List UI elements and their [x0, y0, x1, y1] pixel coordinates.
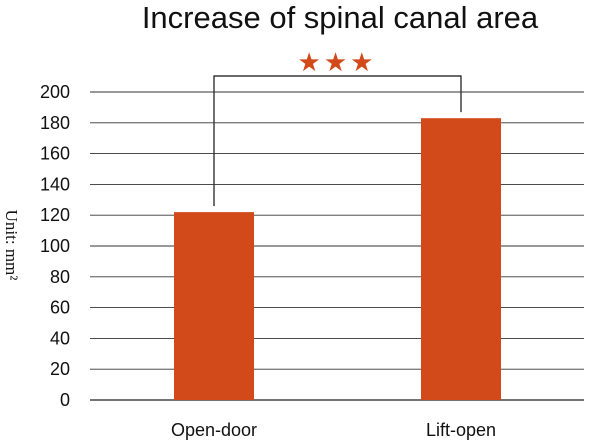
- y-tick-label: 120: [40, 205, 70, 225]
- bar-lift-open: [421, 118, 501, 401]
- y-tick-label: 0: [60, 390, 70, 410]
- y-tick-label: 80: [50, 267, 70, 287]
- y-tick-label: 20: [50, 359, 70, 379]
- y-tick-label: 200: [40, 82, 70, 102]
- x-tick-label: Lift-open: [426, 420, 496, 440]
- chart-title: Increase of spinal canal area: [142, 0, 539, 35]
- y-axis-label: Unit: mm²: [2, 210, 21, 281]
- y-tick-label: 160: [40, 144, 70, 164]
- y-tick-label: 40: [50, 328, 70, 348]
- y-tick-label: 140: [40, 174, 70, 194]
- bar-open-door: [174, 212, 254, 400]
- y-tick-label: 180: [40, 113, 70, 133]
- gridlines: [90, 91, 584, 401]
- x-axis-ticks: Open-door Lift-open: [171, 420, 496, 440]
- y-axis-ticks: 0 20 40 60 80 100 120 140 160 180 200: [40, 82, 70, 410]
- x-tick-label: Open-door: [171, 420, 257, 440]
- y-tick-label: 100: [40, 236, 70, 256]
- y-tick-label: 60: [50, 298, 70, 318]
- significance-stars: ★★★: [298, 48, 377, 78]
- significance-bracket: [213, 75, 462, 207]
- bars: [174, 118, 501, 401]
